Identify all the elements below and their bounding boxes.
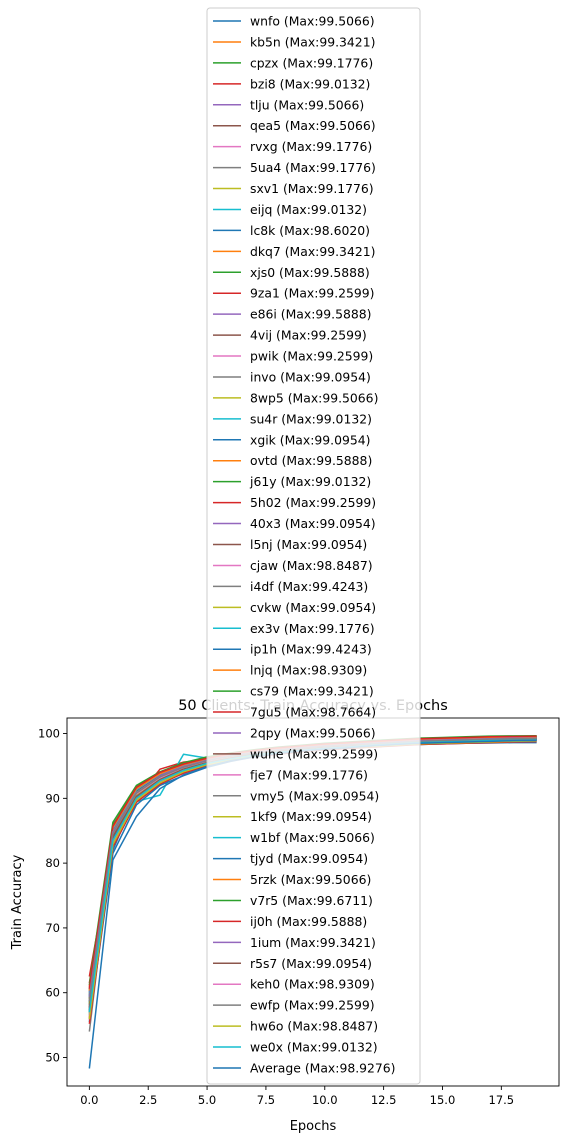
legend-label: cvkw (Max:99.0954) [250,600,376,615]
legend-label: tjyd (Max:99.0954) [250,851,368,866]
legend-label: wuhe (Max:99.2599) [250,746,378,761]
legend-label: ex3v (Max:99.1776) [250,621,375,636]
legend-label: l5nj (Max:99.0954) [250,537,367,552]
legend-label: ij0h (Max:99.5888) [250,914,367,929]
legend-label: we0x (Max:99.0132) [250,1040,378,1055]
legend-label: 5h02 (Max:99.2599) [250,495,376,510]
legend-label: 8wp5 (Max:99.5066) [250,390,378,405]
legend-label: Average (Max:98.9276) [250,1061,396,1076]
legend-label: 5ua4 (Max:99.1776) [250,160,376,175]
legend-label: ovtd (Max:99.5888) [250,453,372,468]
y-tick-label: 70 [45,921,60,935]
legend-label: tlju (Max:99.5066) [250,97,364,112]
y-tick-label: 80 [45,856,60,870]
legend-box [206,7,421,1085]
legend-label: 40x3 (Max:99.0954) [250,516,376,531]
legend-label: fje7 (Max:99.1776) [250,767,368,782]
y-axis: 50 60 70 80 90 100 [38,727,67,1064]
legend-label: v7r5 (Max:99.6711) [250,893,373,908]
legend-label: 1ium (Max:99.3421) [250,935,376,950]
y-axis-label: Train Accuracy [10,854,25,950]
legend-label: j61y (Max:99.0132) [249,474,371,489]
legend-label: xgik (Max:99.0954) [250,432,370,447]
legend-label: hw6o (Max:98.8487) [250,1019,378,1034]
legend-label: qea5 (Max:99.5066) [250,118,376,133]
legend-label: ip1h (Max:99.4243) [250,642,372,657]
legend-label: bzi8 (Max:99.0132) [250,76,370,91]
legend-label: 7gu5 (Max:98.7664) [250,705,376,720]
x-tick-label: 0.0 [80,1093,98,1107]
legend-label: vmy5 (Max:99.0954) [250,788,379,803]
legend-label: e86i (Max:99.5888) [250,307,371,322]
legend-label: kb5n (Max:99.3421) [250,34,375,49]
legend-label: i4df (Max:99.4243) [250,579,368,594]
x-tick-label: 12.5 [371,1093,397,1107]
legend-label: lnjq (Max:98.9309) [250,663,367,678]
legend-label: w1bf (Max:99.5066) [250,830,375,845]
legend-label: 9za1 (Max:99.2599) [250,286,375,301]
legend-label: sxv1 (Max:99.1776) [250,181,374,196]
legend-label: 5rzk (Max:99.5066) [250,872,371,887]
legend-label: lc8k (Max:98.6020) [250,223,370,238]
x-tick-label: 10.0 [312,1093,338,1107]
legend-label: su4r (Max:99.0132) [250,411,372,426]
legend-label: keh0 (Max:98.9309) [250,977,375,992]
legend: wnfo (Max:99.5066) kb5n (Max:99.3421) cpzx… [206,7,421,1085]
x-tick-label: 7.5 [257,1093,275,1107]
legend-label: ewfp (Max:99.2599) [250,998,375,1013]
y-tick-label: 50 [45,1050,60,1064]
y-tick-label: 90 [45,791,60,805]
legend-label: r5s7 (Max:99.0954) [250,956,372,971]
legend-label: cpzx (Max:99.1776) [250,55,373,70]
x-tick-label: 17.5 [489,1093,515,1107]
legend-label: wnfo (Max:99.5066) [250,14,375,29]
y-tick-label: 100 [38,727,60,741]
legend-label: pwik (Max:99.2599) [250,349,373,364]
legend-label: eijq (Max:99.0132) [250,202,367,217]
x-axis: 0.0 2.5 5.0 7.5 10.0 12.5 15.0 17.5 [80,1086,514,1107]
legend-label: 1kf9 (Max:99.0954) [250,809,372,824]
legend-label: dkq7 (Max:99.3421) [250,244,375,259]
legend-label: cs79 (Max:99.3421) [250,684,374,699]
legend-label: 2qpy (Max:99.5066) [250,725,376,740]
legend-label: 4vij (Max:99.2599) [250,328,367,343]
y-tick-label: 60 [45,986,60,1000]
x-axis-label: Epochs [290,1119,337,1134]
legend-label: cjaw (Max:98.8487) [250,558,373,573]
legend-label: invo (Max:99.0954) [250,369,371,384]
x-tick-label: 2.5 [139,1093,157,1107]
x-tick-label: 5.0 [198,1093,216,1107]
x-tick-label: 15.0 [430,1093,456,1107]
legend-label: xjs0 (Max:99.5888) [250,265,370,280]
legend-label: rvxg (Max:99.1776) [250,139,372,154]
